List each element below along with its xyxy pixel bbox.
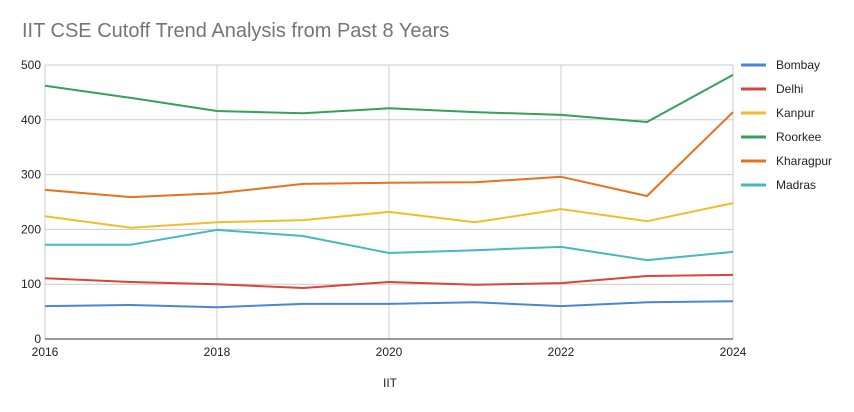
series-line-kanpur [44,202,734,229]
x-axis-label: IIT [383,376,398,390]
series-line-delhi [44,273,734,289]
y-tick-label: 0 [34,332,41,346]
legend-label: Kanpur [776,106,815,120]
series-line-bombay [44,300,734,309]
legend-label: Delhi [776,82,803,96]
x-tick-label: 2016 [32,345,59,359]
x-tick-label: 2024 [720,345,747,359]
x-tick-label: 2018 [204,345,231,359]
x-tick-label: 2022 [548,345,575,359]
y-tick-label: 200 [21,222,41,236]
legend-label: Bombay [776,58,820,72]
series-line-madras [45,228,734,262]
y-tick-label: 500 [21,58,41,72]
legend-label: Madras [776,178,816,192]
series-line-kharagpur [44,111,734,199]
y-tick-label: 100 [21,277,41,291]
y-tick-label: 400 [21,113,41,127]
y-tick-label: 300 [21,168,41,182]
series-line-roorkee [44,74,734,123]
legend-label: Kharagpur [776,154,832,168]
chart-title: IIT CSE Cutoff Trend Analysis from Past … [22,20,450,42]
x-tick-label: 2020 [376,345,403,359]
legend-label: Roorkee [776,130,822,144]
